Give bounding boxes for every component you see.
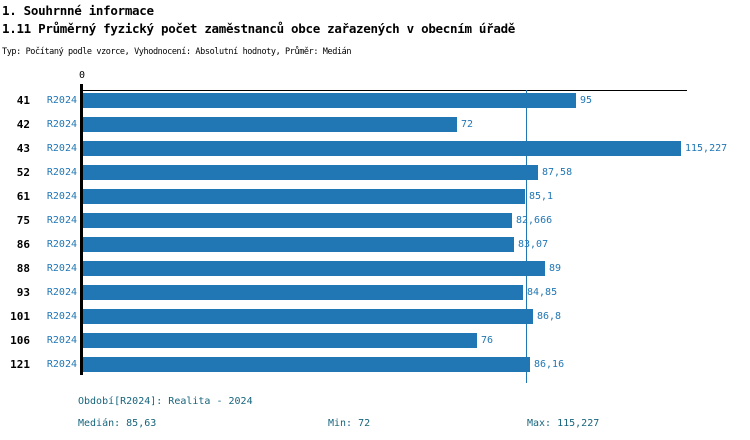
row-category-label: 52 xyxy=(16,166,30,179)
bar-value-label: 83,07 xyxy=(518,239,549,250)
row-series-label: R2024 xyxy=(46,143,77,154)
row-series-label: R2024 xyxy=(46,119,77,130)
row-series-label: R2024 xyxy=(46,191,77,202)
row-category-label: 88 xyxy=(16,262,30,275)
row-category-label: 121 xyxy=(10,358,30,371)
row-series-label: R2024 xyxy=(46,335,77,346)
row-category-label: 41 xyxy=(16,94,30,107)
chart-top-border xyxy=(82,90,687,91)
bar xyxy=(83,189,525,204)
bar xyxy=(83,117,457,132)
bar-value-label: 82,666 xyxy=(516,215,553,226)
row-category-label: 43 xyxy=(16,142,30,155)
row-category-label: 106 xyxy=(10,334,30,347)
footer-period-label: Období[R2024]: Realita - 2024 xyxy=(78,396,253,407)
bar xyxy=(83,213,512,228)
page-title: 1. Souhrnné informace xyxy=(2,3,154,18)
bar xyxy=(83,333,477,348)
bar-value-label: 86,16 xyxy=(534,359,565,370)
median-reference-line xyxy=(526,90,527,383)
bar-value-label: 89 xyxy=(549,263,562,274)
bar-value-label: 87,58 xyxy=(542,167,573,178)
bar-value-label: 72 xyxy=(461,119,474,130)
row-series-label: R2024 xyxy=(46,287,77,298)
footer-median-stat: Medián: 85,63 xyxy=(78,418,157,429)
y-axis-line xyxy=(80,84,83,375)
row-series-label: R2024 xyxy=(46,215,77,226)
row-series-label: R2024 xyxy=(46,239,77,250)
chart-title: 1.11 Průměrný fyzický počet zaměstnanců … xyxy=(2,21,516,36)
bar-value-label: 84,85 xyxy=(527,287,558,298)
row-category-label: 86 xyxy=(16,238,30,251)
bar-value-label: 86,8 xyxy=(537,311,562,322)
row-series-label: R2024 xyxy=(46,95,77,106)
bar xyxy=(83,237,514,252)
bar-value-label: 115,227 xyxy=(685,143,728,154)
bar xyxy=(83,309,533,324)
x-axis-origin-label: 0 xyxy=(78,70,86,81)
row-series-label: R2024 xyxy=(46,359,77,370)
bar xyxy=(83,357,530,372)
row-series-label: R2024 xyxy=(46,311,77,322)
chart-meta-info: Typ: Počítaný podle vzorce, Vyhodnocení:… xyxy=(2,47,352,57)
bar xyxy=(83,141,681,156)
row-category-label: 93 xyxy=(16,286,30,299)
bar xyxy=(83,93,576,108)
row-series-label: R2024 xyxy=(46,167,77,178)
row-category-label: 42 xyxy=(16,118,30,131)
row-category-label: 61 xyxy=(16,190,30,203)
footer-min-stat: Min: 72 xyxy=(328,418,371,429)
bar xyxy=(83,285,523,300)
footer-max-stat: Max: 115,227 xyxy=(527,418,600,429)
row-series-label: R2024 xyxy=(46,263,77,274)
bar-value-label: 95 xyxy=(580,95,593,106)
bar xyxy=(83,165,538,180)
bar xyxy=(83,261,545,276)
row-category-label: 101 xyxy=(10,310,30,323)
bar-value-label: 85,1 xyxy=(529,191,554,202)
bar-value-label: 76 xyxy=(481,335,494,346)
row-category-label: 75 xyxy=(16,214,30,227)
